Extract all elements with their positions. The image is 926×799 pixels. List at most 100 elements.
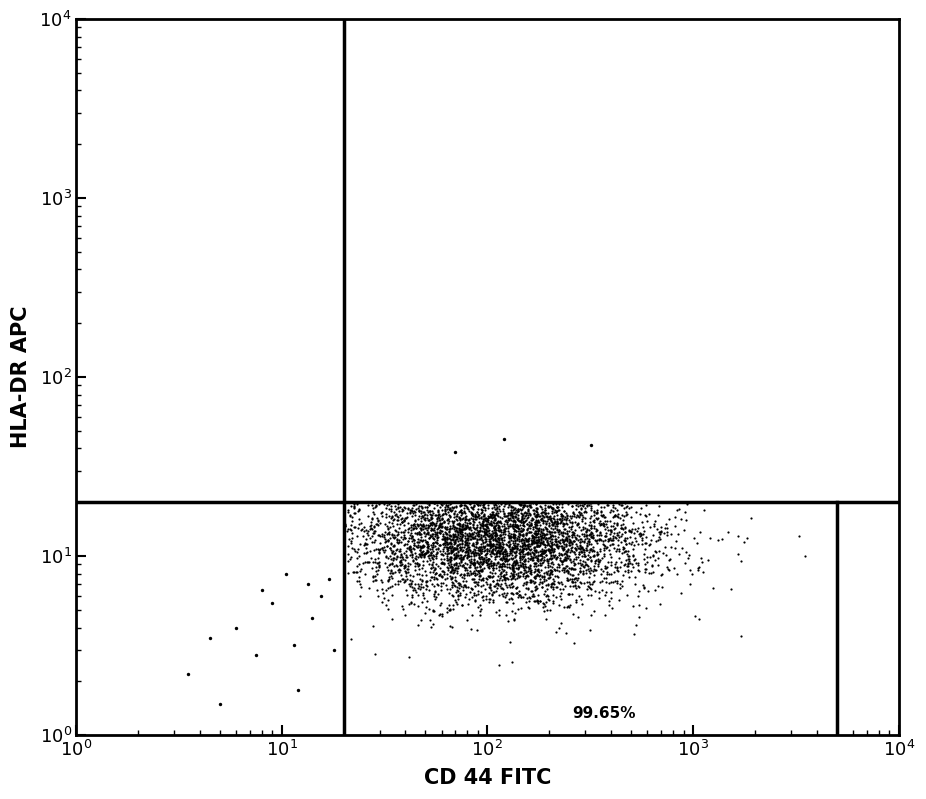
- Point: [496, 564, 511, 577]
- Point: [413, 517, 428, 530]
- Point: [497, 586, 512, 599]
- Point: [437, 532, 452, 545]
- Point: [561, 530, 576, 543]
- Point: [487, 586, 502, 598]
- Point: [467, 499, 482, 511]
- Point: [473, 544, 488, 557]
- Point: [601, 577, 616, 590]
- Point: [409, 498, 424, 511]
- Point: [439, 498, 454, 511]
- Point: [492, 572, 507, 585]
- Point: [598, 518, 613, 531]
- Point: [643, 538, 657, 551]
- Point: [541, 532, 556, 545]
- Point: [482, 538, 497, 551]
- Point: [386, 566, 401, 579]
- Point: [536, 556, 551, 569]
- Point: [614, 574, 629, 587]
- Point: [586, 509, 601, 522]
- Point: [531, 589, 545, 602]
- Point: [530, 594, 544, 606]
- Point: [419, 594, 434, 607]
- Point: [535, 527, 550, 539]
- Point: [679, 546, 694, 559]
- Point: [480, 559, 494, 571]
- Point: [519, 570, 533, 582]
- Point: [569, 544, 583, 557]
- Point: [488, 530, 503, 543]
- Point: [569, 518, 584, 531]
- Point: [500, 550, 515, 562]
- Point: [410, 568, 425, 581]
- Point: [426, 552, 441, 565]
- Point: [478, 531, 493, 543]
- Point: [423, 547, 438, 559]
- Point: [457, 581, 471, 594]
- Point: [419, 575, 433, 588]
- Point: [540, 578, 555, 591]
- Point: [418, 501, 432, 514]
- Point: [536, 527, 551, 540]
- Point: [611, 531, 626, 543]
- Point: [474, 506, 489, 519]
- Point: [483, 531, 498, 544]
- Point: [574, 502, 589, 515]
- Point: [611, 544, 626, 557]
- Point: [538, 506, 553, 519]
- Point: [482, 511, 497, 523]
- Point: [474, 558, 489, 570]
- Point: [465, 508, 480, 521]
- Point: [491, 507, 506, 519]
- Point: [526, 503, 541, 516]
- Point: [488, 540, 503, 553]
- Point: [549, 539, 564, 552]
- Point: [364, 536, 379, 549]
- Point: [448, 574, 463, 586]
- Point: [435, 564, 450, 577]
- Point: [466, 518, 481, 531]
- Point: [565, 531, 580, 544]
- Point: [518, 555, 532, 568]
- Point: [405, 589, 419, 602]
- Point: [509, 582, 524, 594]
- Point: [493, 529, 507, 542]
- Point: [397, 559, 412, 572]
- Point: [589, 545, 604, 558]
- Point: [405, 531, 419, 543]
- Point: [449, 531, 464, 543]
- Point: [556, 510, 570, 523]
- Point: [601, 543, 616, 556]
- Point: [442, 531, 457, 544]
- Point: [410, 512, 425, 525]
- Point: [453, 551, 468, 564]
- Point: [432, 521, 446, 534]
- Point: [529, 518, 544, 531]
- Point: [562, 535, 577, 548]
- Point: [558, 507, 573, 520]
- Point: [421, 549, 436, 562]
- Point: [549, 535, 564, 547]
- Point: [452, 530, 467, 543]
- Point: [554, 539, 569, 552]
- Point: [488, 523, 503, 536]
- Point: [521, 547, 536, 560]
- Point: [404, 597, 419, 610]
- Point: [484, 540, 499, 553]
- Point: [528, 562, 543, 575]
- Point: [538, 539, 553, 551]
- Point: [618, 558, 632, 570]
- Point: [443, 503, 457, 515]
- Point: [619, 509, 633, 522]
- Point: [550, 516, 565, 529]
- Point: [368, 556, 382, 569]
- Point: [393, 509, 407, 522]
- Point: [533, 512, 548, 525]
- Point: [606, 520, 620, 533]
- Point: [507, 566, 521, 578]
- Point: [472, 561, 487, 574]
- Point: [438, 533, 453, 546]
- Point: [618, 521, 632, 534]
- Point: [534, 580, 549, 593]
- Point: [469, 498, 484, 511]
- Point: [517, 512, 532, 525]
